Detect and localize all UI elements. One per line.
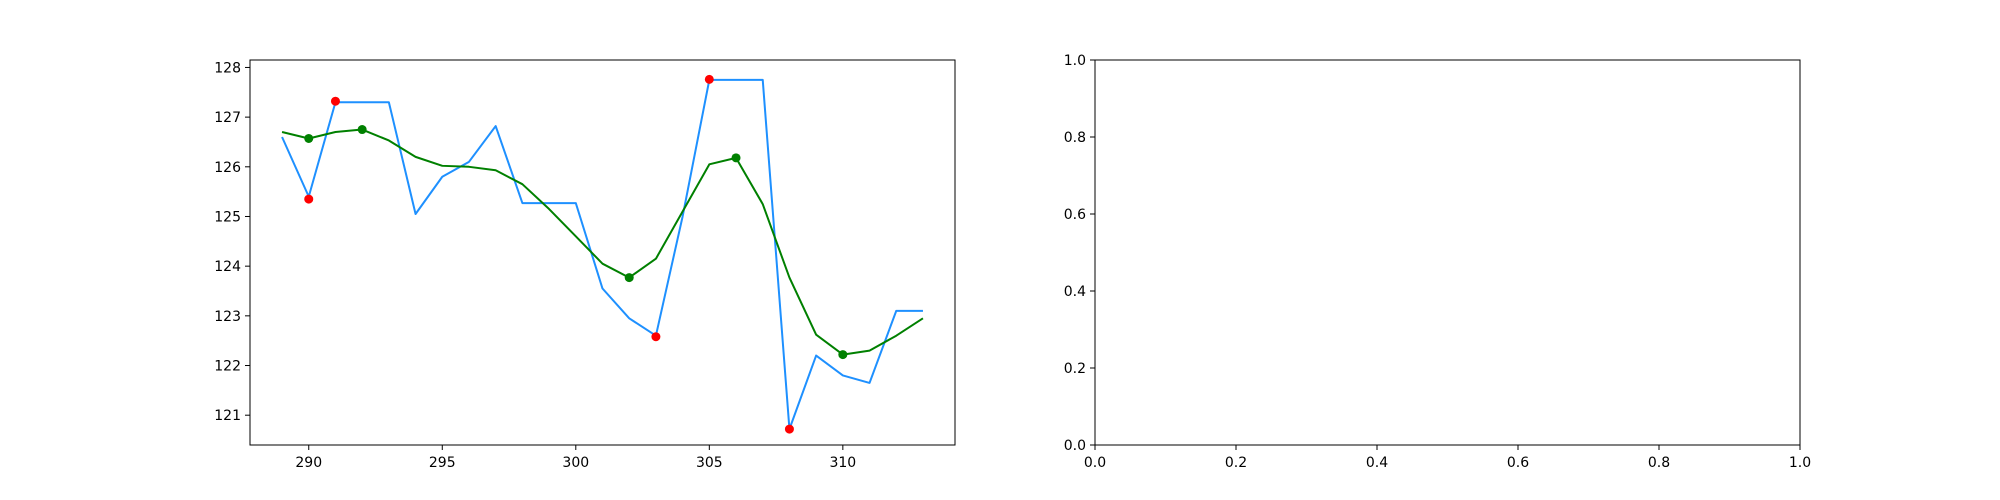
series-line-0 [281,78,923,431]
scatter-point-3-2 [624,273,634,283]
y-tick-label: 1.0 [1064,53,1086,69]
series-line-1 [281,128,924,356]
x-tick-label: 310 [829,455,856,471]
y-tick-label: 126 [214,160,241,176]
y-tick-label: 128 [214,60,241,76]
scatter-point-3-3 [731,153,741,163]
x-tick-label: 1.0 [1789,455,1811,471]
y-tick-label: 0.4 [1064,284,1086,300]
x-tick-label: 0.6 [1507,455,1529,471]
x-tick-label: 0.2 [1225,455,1247,471]
x-tick-label: 295 [429,455,456,471]
x-tick-label: 0.0 [1084,455,1106,471]
y-tick-label: 0.8 [1064,130,1086,146]
x-tick-label: 0.4 [1366,455,1388,471]
scatter-point-3-1 [357,125,367,135]
x-tick-label: 0.8 [1648,455,1670,471]
x-tick-label: 300 [562,455,589,471]
y-tick-label: 0.6 [1064,207,1086,223]
y-tick-label: 124 [214,259,241,275]
x-tick-label: 305 [696,455,723,471]
y-tick-label: 123 [214,309,241,325]
axes-frame [1094,59,1801,446]
y-tick-label: 127 [214,110,241,126]
y-tick-label: 0.2 [1064,361,1086,377]
scatter-point-2-0 [304,194,314,204]
y-tick-label: 121 [214,408,241,424]
scatter-point-2-1 [330,96,340,106]
y-tick-label: 125 [214,209,241,225]
scatter-point-2-3 [704,74,714,84]
scatter-point-3-0 [304,133,314,143]
scatter-point-2-2 [651,332,661,342]
scatter-point-3-4 [838,350,848,360]
right-empty-axes: 0.0 0.2 0.4 0.6 0.8 1.0 0.0 0.2 0.4 0.6 0.8 1.0 [1064,53,1811,471]
axes-frame [249,59,956,446]
y-tick-label: 0.0 [1064,438,1086,454]
scatter-point-2-4 [784,424,794,434]
x-tick-label: 290 [295,455,322,471]
y-tick-label: 122 [214,359,241,375]
left-line-chart: 290 295 300 305 310 121 122 123 124 125 126 127 128 [214,59,956,471]
